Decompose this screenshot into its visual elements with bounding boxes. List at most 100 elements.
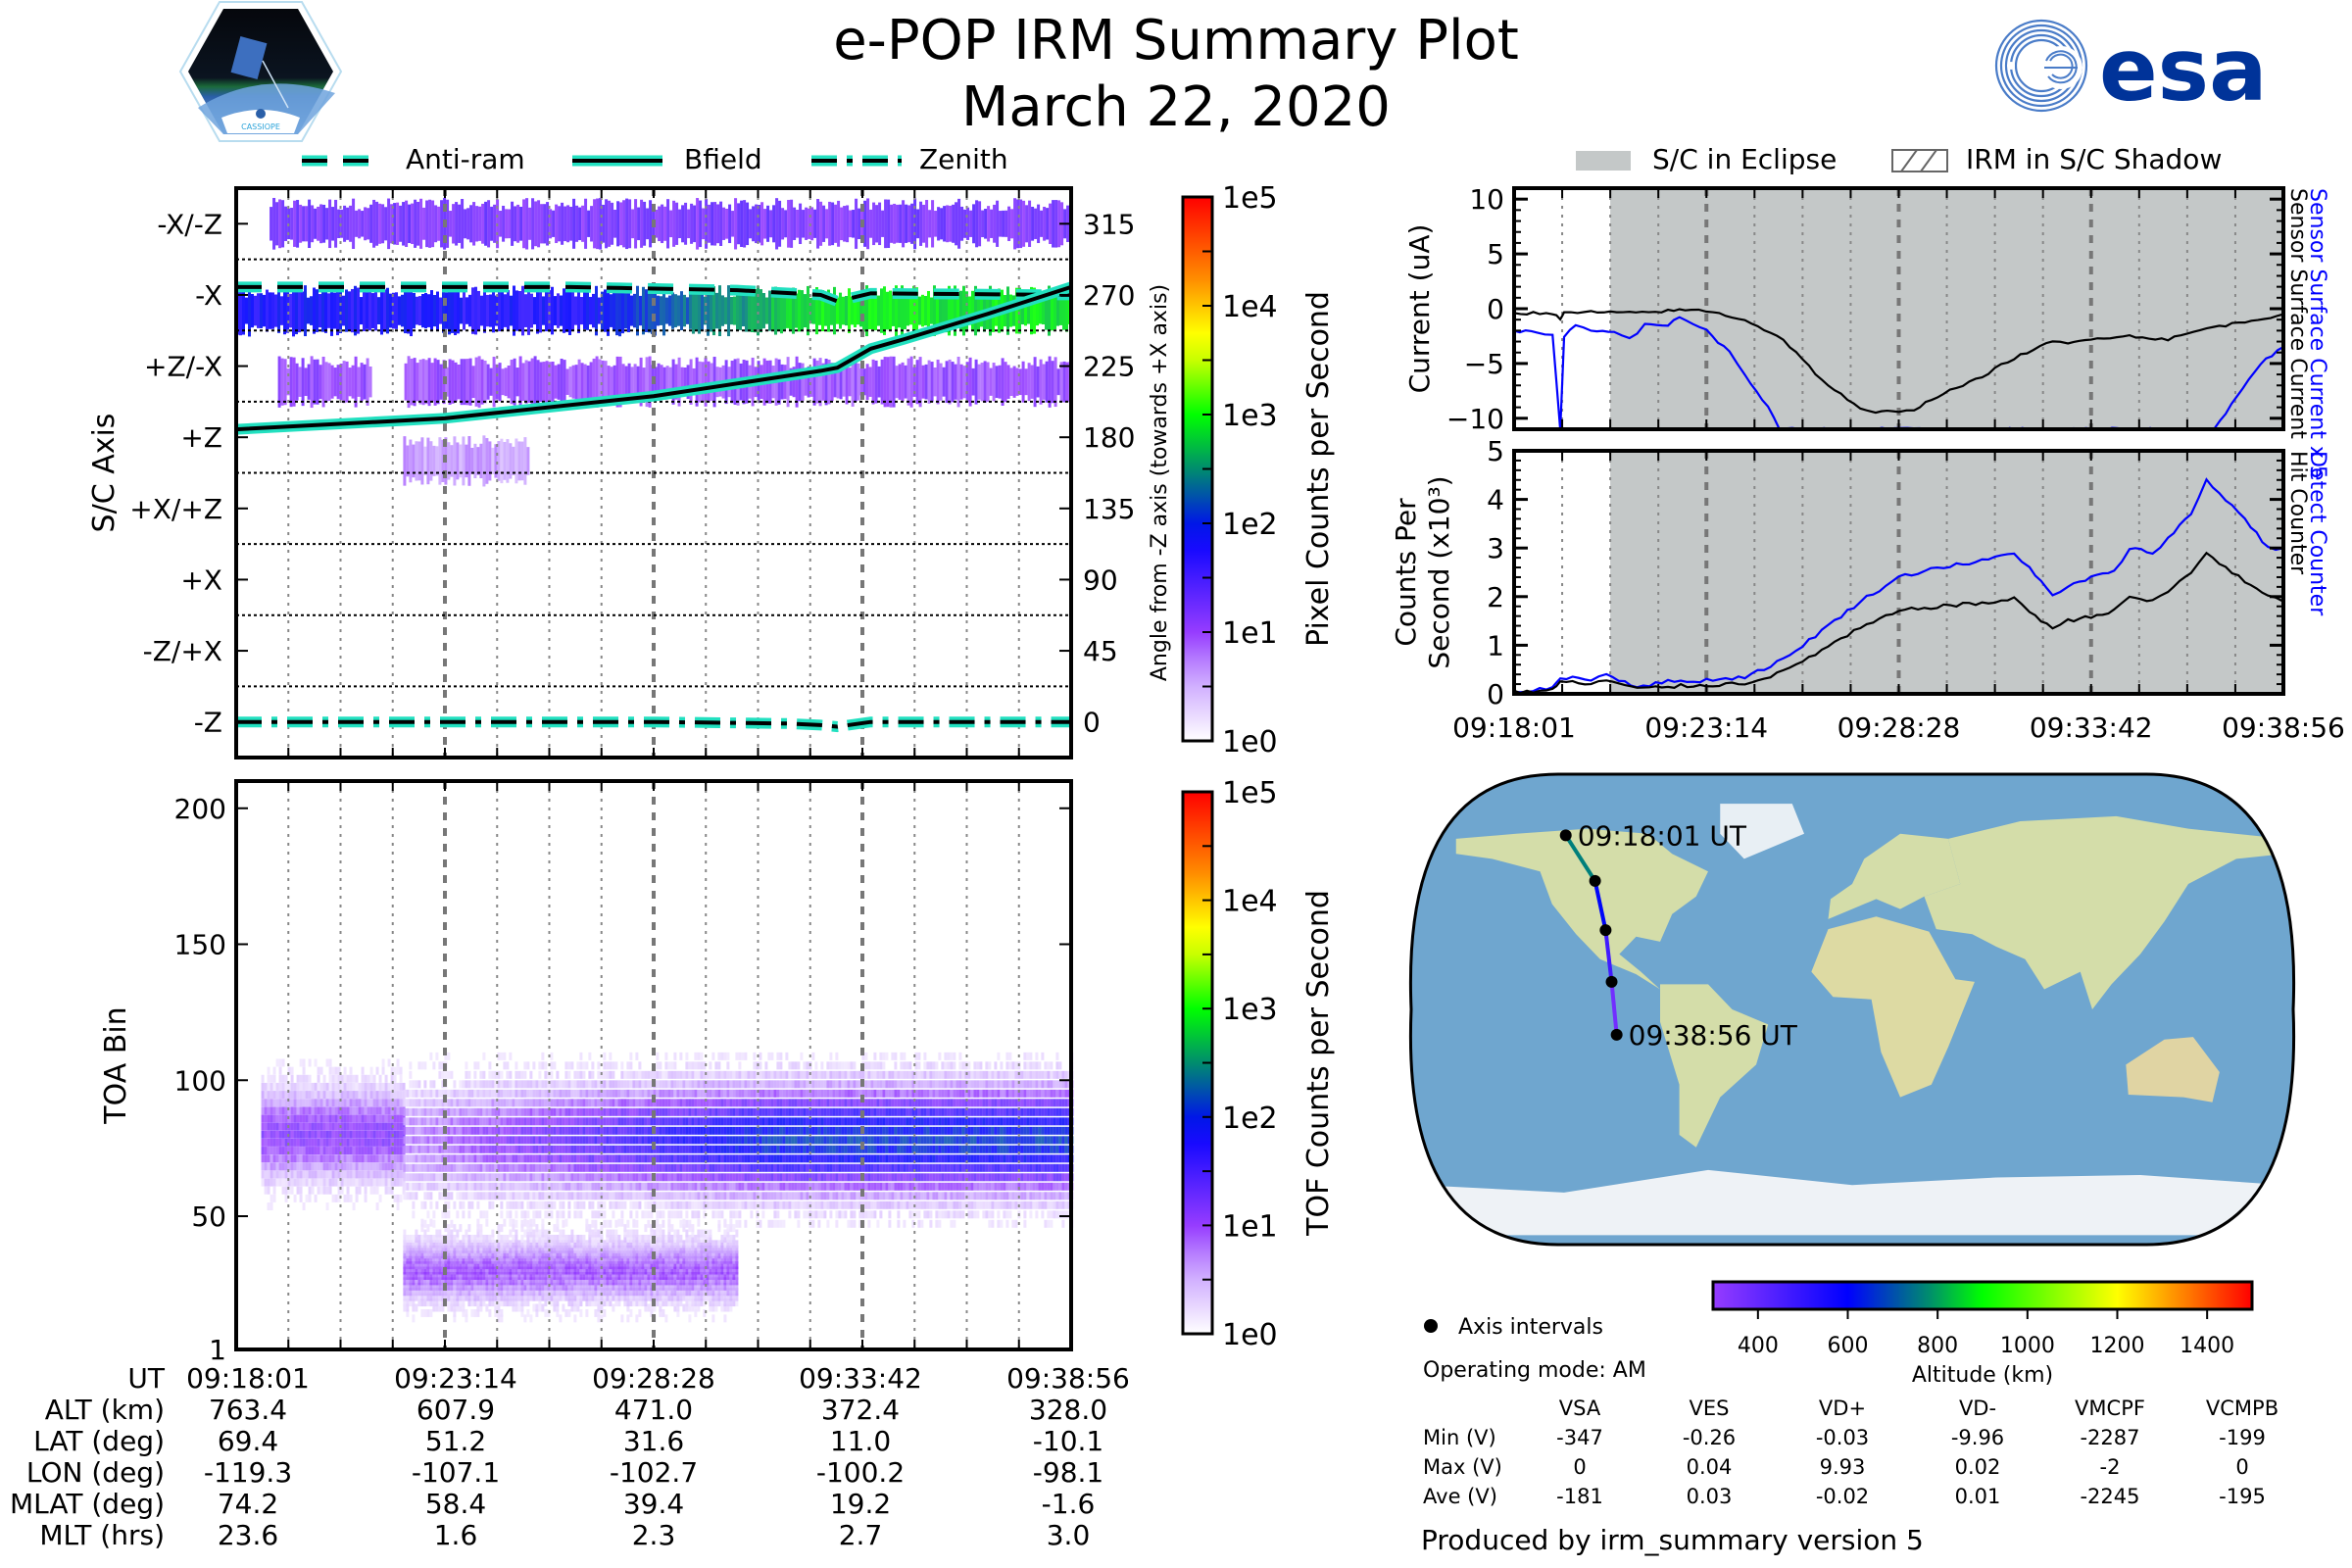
spectrogram-cell [685, 1061, 689, 1070]
spectrogram-cell [691, 1173, 695, 1182]
spectrogram-cell [800, 1089, 804, 1098]
spectrogram-cell [328, 1147, 332, 1155]
spectrogram-cell [1007, 206, 1011, 241]
spectrogram-cell [355, 1178, 359, 1187]
spectrogram-cell [322, 1091, 326, 1100]
spectrogram-cell [612, 1145, 615, 1153]
spectrogram-cell [779, 1089, 783, 1098]
spectrogram-cell [829, 1136, 833, 1145]
spectrogram-cell [626, 1107, 630, 1116]
spectrogram-cell [770, 1070, 774, 1079]
spectrogram-cell [314, 1058, 318, 1067]
spectrogram-cell [706, 1163, 710, 1172]
spectrogram-cell [756, 1099, 760, 1107]
spectrogram-cell [465, 1080, 468, 1089]
spectrogram-cell [349, 1147, 353, 1155]
spectrogram-cell [538, 1061, 542, 1070]
spectrogram-cell [923, 1163, 927, 1172]
spectrogram-cell [912, 367, 916, 397]
spectrogram-cell [358, 1186, 362, 1195]
spectrogram-cell [494, 1145, 498, 1153]
spectrogram-cell [614, 1182, 618, 1191]
spectrogram-cell [811, 1052, 815, 1060]
spectrogram-cell [836, 297, 839, 324]
spectrogram-cell [517, 1107, 521, 1116]
colorbar-tick-label: 1e0 [1222, 725, 1278, 760]
spectrogram-cell [791, 1089, 795, 1098]
spectrogram-cell [261, 1170, 265, 1179]
spectrogram-cell [647, 1200, 651, 1209]
spectrogram-cell [541, 1154, 545, 1163]
spectrogram-cell [384, 207, 388, 241]
spectrogram-cell [526, 1089, 530, 1098]
spectrogram-cell [893, 203, 897, 244]
spectrogram-cell [919, 201, 923, 246]
spectrogram-cell [539, 288, 542, 333]
spectrogram-cell [331, 1091, 335, 1100]
spectrogram-cell [929, 1210, 933, 1219]
spectrogram-cell [314, 1154, 318, 1163]
spectrogram-cell [679, 1200, 683, 1209]
spectrogram-cell [267, 1162, 270, 1171]
spectrogram-cell [967, 1210, 971, 1219]
spectrogram-cell [961, 1117, 965, 1126]
spectrogram-cell [688, 1126, 692, 1135]
spectrogram-cell [491, 1200, 495, 1209]
spectrogram-cell [334, 1147, 338, 1155]
spectrogram-cell [460, 297, 463, 324]
spectrogram-cell [491, 1099, 495, 1107]
spectrogram-cell [635, 1163, 639, 1172]
spectrogram-cell [691, 1099, 695, 1107]
spectrogram-cell [794, 1070, 798, 1079]
spectrogram-cell [281, 1122, 285, 1131]
spectrogram-cell [966, 207, 970, 240]
spectrogram-cell [794, 1099, 798, 1107]
spectrogram-cell [364, 1099, 368, 1107]
spectrogram-cell [961, 1061, 965, 1070]
spectrogram-cell [324, 288, 327, 333]
spectrogram-cell [563, 360, 566, 405]
spectrogram-cell [783, 291, 786, 330]
spectrogram-cell [366, 292, 368, 329]
spectrogram-cell [673, 1182, 677, 1191]
spectrogram-cell [976, 1192, 980, 1200]
spectrogram-cell [871, 292, 874, 330]
spectrogram-cell [867, 1136, 871, 1145]
spectrogram-cell [929, 1080, 933, 1089]
spectrogram-cell [586, 365, 590, 399]
spectrogram-cell [958, 1173, 962, 1182]
spectrogram-cell [607, 366, 611, 399]
spectrogram-cell [711, 1145, 715, 1153]
spectrogram-cell [806, 1070, 809, 1079]
spectrogram-cell [823, 1136, 827, 1145]
spectrogram-cell [858, 1136, 862, 1145]
spectrogram-cell [441, 1099, 445, 1107]
spectrogram-cell [479, 1070, 483, 1079]
spectrogram-cell [281, 1154, 285, 1163]
spectrogram-cell [826, 1200, 830, 1209]
spectrogram-cell [597, 1182, 601, 1191]
spectrogram-cell [626, 1117, 630, 1126]
spectrogram-cell [415, 1136, 418, 1145]
spectrogram-cell [817, 1192, 821, 1200]
spectrogram-cell [876, 1061, 880, 1070]
spectrogram-cell [835, 1145, 839, 1153]
spectrogram-cell [873, 1200, 877, 1209]
spectrogram-cell [296, 1154, 300, 1163]
spectrogram-cell [900, 1052, 904, 1060]
spectrogram-cell [853, 1210, 857, 1219]
spectrogram-cell [885, 1145, 889, 1153]
spectrogram-cell [423, 1173, 427, 1182]
spectrogram-cell [1054, 200, 1058, 248]
spectrogram-cell [823, 1099, 827, 1107]
spectrogram-cell [753, 1182, 757, 1191]
spectrogram-cell [938, 1080, 942, 1089]
spectrogram-cell [706, 1192, 710, 1200]
spectrogram-cell [593, 199, 597, 249]
spectrogram-cell [346, 1099, 350, 1107]
spectrogram-cell [844, 1154, 848, 1163]
spectrogram-cell [864, 1163, 868, 1172]
spectrogram-cell [832, 1200, 836, 1209]
spectrogram-cell [432, 1107, 436, 1116]
spectrogram-cell [711, 1154, 715, 1163]
